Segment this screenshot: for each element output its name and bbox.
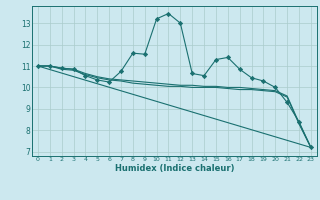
X-axis label: Humidex (Indice chaleur): Humidex (Indice chaleur) — [115, 164, 234, 173]
